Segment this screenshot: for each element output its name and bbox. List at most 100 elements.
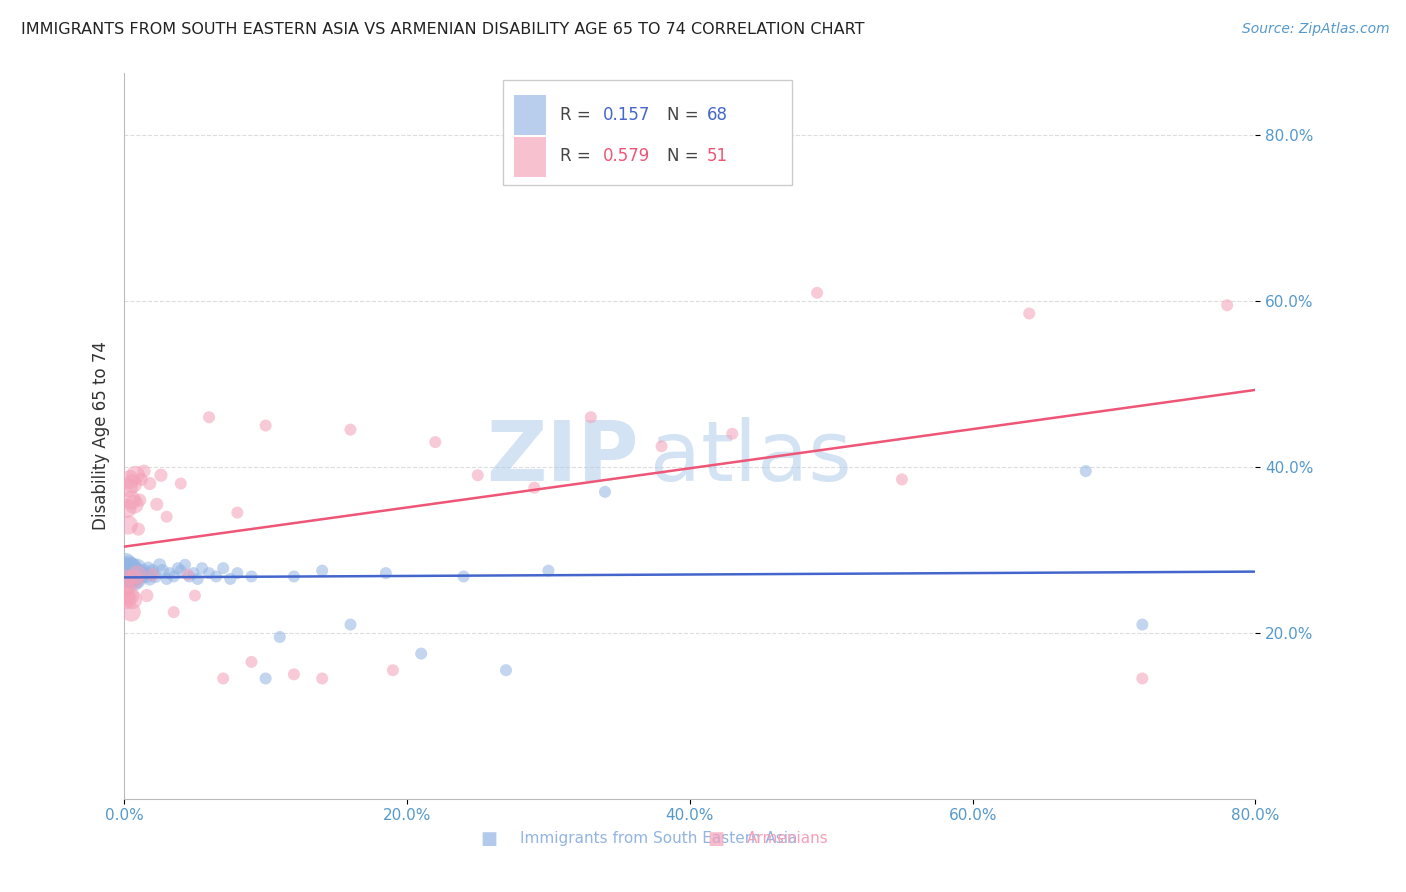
- Point: [198, 410, 221, 425]
- Point: [425, 435, 447, 450]
- Point: [121, 476, 143, 491]
- Point: [152, 564, 174, 578]
- Text: 68: 68: [707, 106, 728, 124]
- Point: [131, 569, 153, 583]
- Point: [311, 672, 333, 686]
- Point: [115, 561, 138, 575]
- Point: [138, 572, 160, 586]
- Point: [120, 572, 142, 586]
- Point: [127, 569, 149, 583]
- Point: [128, 564, 150, 578]
- Point: [1130, 672, 1153, 686]
- Point: [128, 493, 150, 508]
- Point: [890, 472, 912, 486]
- Point: [132, 564, 155, 578]
- Point: [339, 617, 361, 632]
- Point: [179, 569, 201, 583]
- Point: [129, 566, 152, 581]
- Point: [187, 572, 209, 586]
- Point: [467, 468, 489, 483]
- Text: Armenians: Armenians: [747, 831, 828, 847]
- Point: [254, 418, 277, 433]
- Point: [523, 481, 546, 495]
- Text: R =: R =: [560, 106, 596, 124]
- Point: [143, 569, 166, 583]
- Point: [117, 481, 139, 495]
- Point: [125, 561, 148, 575]
- Text: IMMIGRANTS FROM SOUTH EASTERN ASIA VS ARMENIAN DISABILITY AGE 65 TO 74 CORRELATI: IMMIGRANTS FROM SOUTH EASTERN ASIA VS AR…: [21, 22, 865, 37]
- Point: [114, 580, 136, 594]
- Text: 0.579: 0.579: [603, 147, 650, 165]
- Point: [184, 589, 207, 603]
- Point: [114, 589, 136, 603]
- Point: [167, 561, 190, 575]
- Point: [183, 566, 205, 581]
- Point: [170, 564, 193, 578]
- Point: [226, 506, 249, 520]
- Point: [141, 567, 163, 582]
- Point: [115, 592, 138, 607]
- Point: [156, 572, 179, 586]
- Point: [114, 564, 136, 578]
- Point: [1018, 306, 1040, 320]
- Point: [139, 566, 162, 581]
- Text: ZIP: ZIP: [486, 417, 638, 498]
- Text: ■: ■: [707, 830, 724, 848]
- Point: [122, 497, 145, 511]
- Point: [240, 569, 263, 583]
- Bar: [515, 95, 546, 135]
- FancyBboxPatch shape: [503, 80, 792, 186]
- Text: ■: ■: [481, 830, 498, 848]
- Point: [806, 285, 828, 300]
- Point: [134, 566, 156, 581]
- Text: 0.157: 0.157: [603, 106, 650, 124]
- Point: [226, 566, 249, 581]
- Point: [129, 472, 152, 486]
- Point: [381, 663, 404, 677]
- Point: [127, 522, 149, 536]
- Point: [205, 569, 228, 583]
- Point: [495, 663, 517, 677]
- Point: [114, 559, 136, 574]
- Point: [156, 509, 179, 524]
- Point: [283, 667, 305, 681]
- Point: [120, 566, 142, 581]
- Point: [374, 566, 396, 581]
- Point: [283, 569, 305, 583]
- Point: [219, 572, 242, 586]
- Point: [145, 497, 167, 511]
- Point: [125, 572, 148, 586]
- Point: [117, 518, 139, 533]
- Point: [120, 605, 142, 619]
- Point: [118, 589, 141, 603]
- Point: [120, 493, 142, 508]
- Point: [122, 572, 145, 586]
- Text: 51: 51: [707, 147, 728, 165]
- Point: [121, 561, 143, 575]
- Point: [121, 569, 143, 583]
- Point: [115, 572, 138, 586]
- Text: atlas: atlas: [650, 417, 852, 498]
- Point: [721, 426, 744, 441]
- Point: [118, 569, 141, 583]
- Point: [177, 567, 200, 582]
- Point: [118, 472, 141, 486]
- Text: N =: N =: [668, 106, 704, 124]
- Point: [117, 558, 139, 572]
- Text: R =: R =: [560, 147, 596, 165]
- Text: N =: N =: [668, 147, 704, 165]
- Point: [212, 561, 235, 575]
- Point: [163, 605, 186, 619]
- Point: [269, 630, 291, 644]
- Point: [124, 569, 146, 583]
- Point: [114, 555, 136, 569]
- Point: [198, 566, 221, 581]
- Point: [121, 592, 143, 607]
- Point: [212, 672, 235, 686]
- Point: [163, 569, 186, 583]
- Point: [149, 468, 172, 483]
- Point: [124, 468, 146, 483]
- Point: [651, 439, 673, 453]
- Point: [254, 672, 277, 686]
- Point: [120, 559, 142, 574]
